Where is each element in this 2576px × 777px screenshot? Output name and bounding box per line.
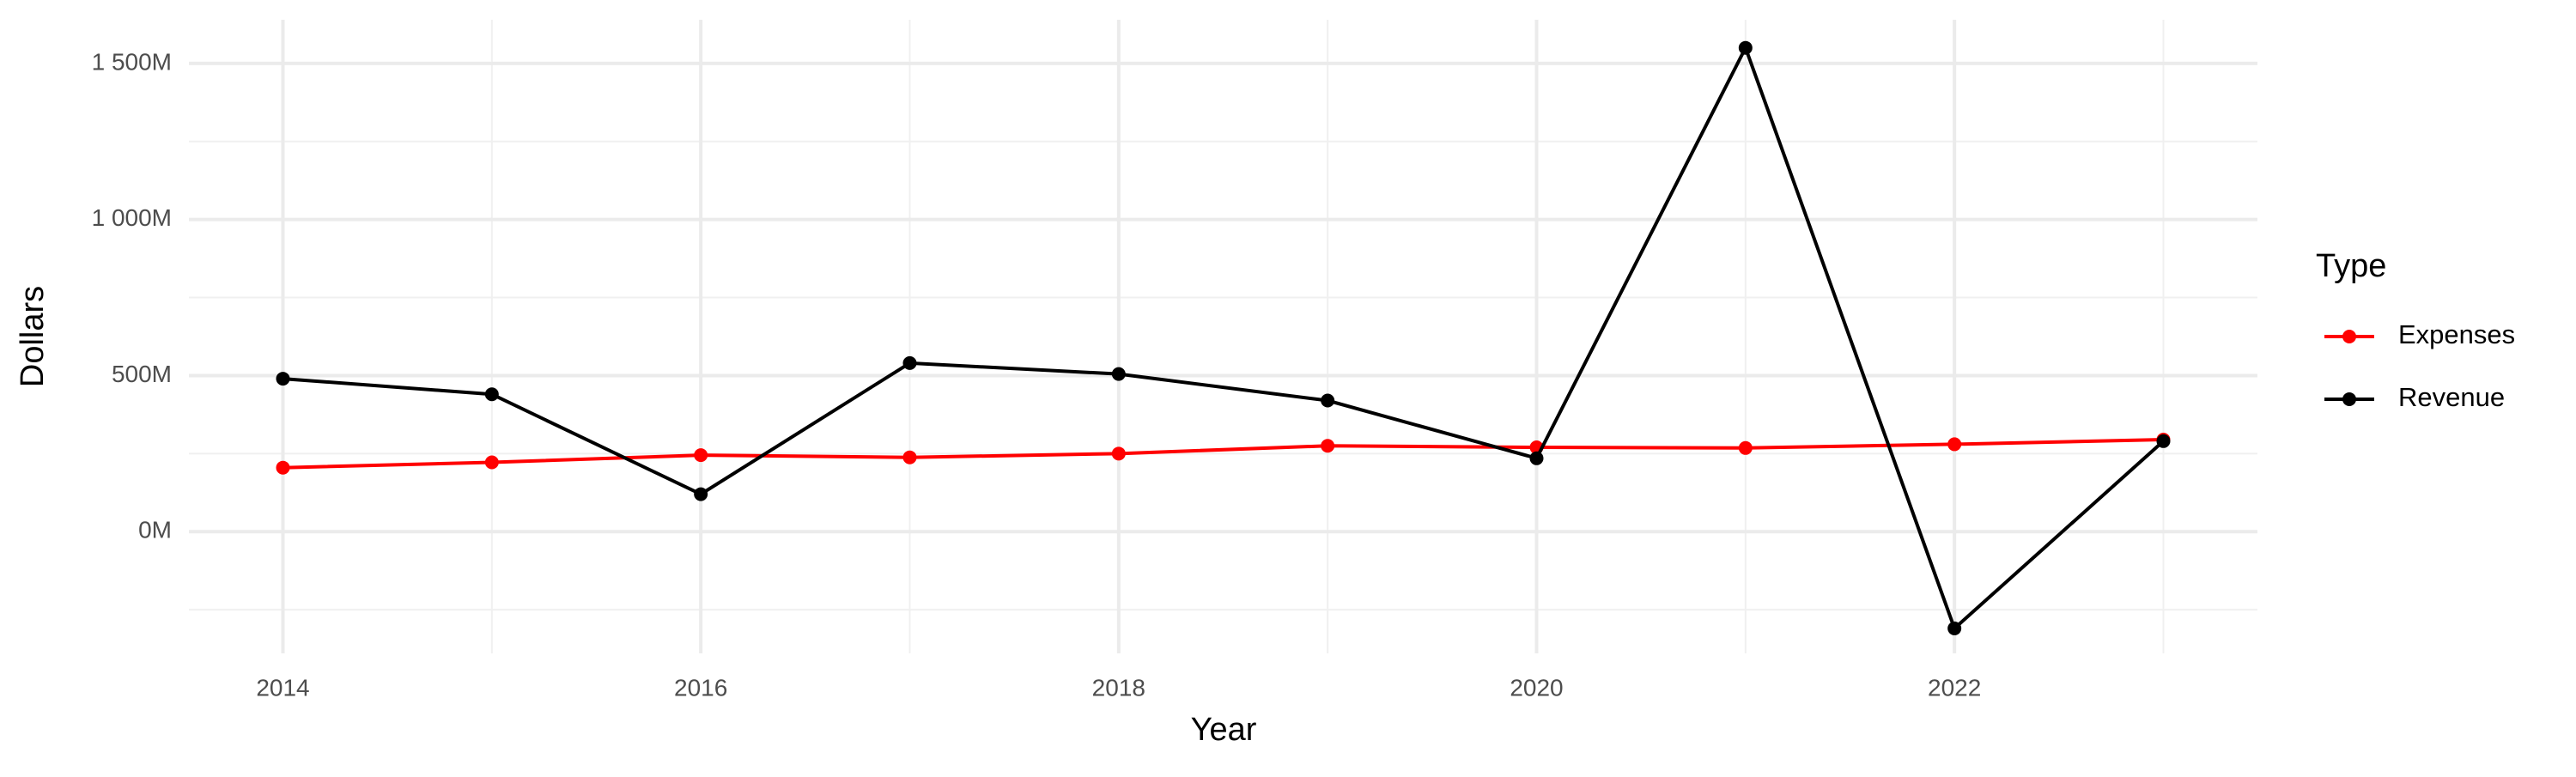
x-tick-label: 2018 xyxy=(1092,674,1145,701)
legend-label: Expenses xyxy=(2398,319,2515,349)
point xyxy=(902,355,917,370)
x-axis-title: Year xyxy=(1191,712,1257,748)
point xyxy=(1111,446,1126,461)
y-tick-label: 500M xyxy=(112,361,172,387)
point xyxy=(1947,437,1962,452)
legend-point xyxy=(2342,392,2356,406)
legend-label: Revenue xyxy=(2398,382,2505,412)
series-line xyxy=(283,437,2164,470)
point xyxy=(484,387,499,402)
legend-point xyxy=(2342,330,2356,343)
x-tick-label: 2016 xyxy=(674,674,727,701)
x-tick-label: 2022 xyxy=(1928,674,1981,701)
point xyxy=(1738,40,1753,55)
point xyxy=(694,448,708,463)
point xyxy=(2156,434,2171,448)
y-axis-title: Dollars xyxy=(15,286,51,387)
series-line xyxy=(283,43,2165,632)
point xyxy=(1111,367,1126,381)
point xyxy=(1321,439,1335,453)
point xyxy=(1529,451,1544,465)
y-tick-label: 1 500M xyxy=(92,48,172,75)
point xyxy=(276,372,290,386)
legend-title: Type xyxy=(2316,248,2386,284)
point xyxy=(694,487,708,501)
y-tick-label: 0M xyxy=(138,517,172,543)
y-tick-label: 1 000M xyxy=(92,204,172,231)
x-tick-label: 2020 xyxy=(1510,674,1563,701)
x-tick-label: 2014 xyxy=(256,674,309,701)
point xyxy=(1947,621,1962,635)
point xyxy=(902,450,917,464)
point xyxy=(1738,440,1753,455)
point xyxy=(484,455,499,470)
point xyxy=(276,460,290,475)
point xyxy=(1321,393,1335,408)
